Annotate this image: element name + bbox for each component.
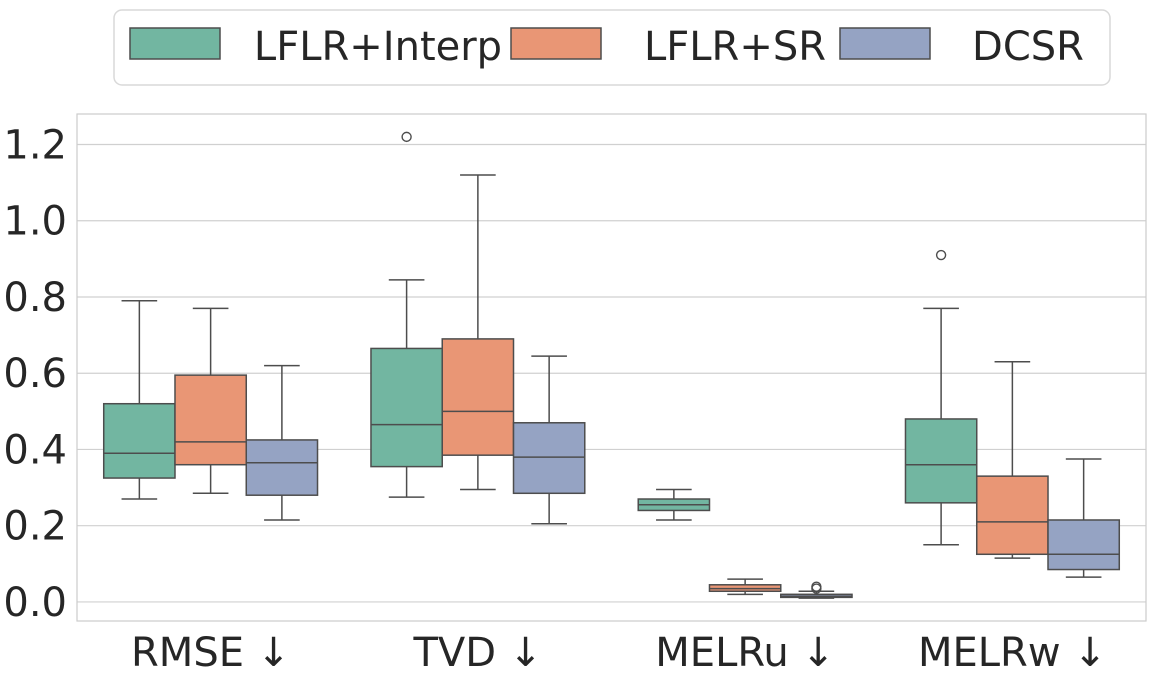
y-tick-label: 1.2 [3, 122, 67, 168]
box-iqr [1047, 519, 1121, 571]
box-iqr [102, 402, 176, 479]
y-tick-label: 1.0 [3, 199, 67, 245]
legend-label: LFLR+Interp [254, 24, 502, 70]
box-lflr-sr-0 [174, 307, 248, 495]
box-iqr [174, 374, 248, 466]
legend-swatch [129, 27, 221, 60]
legend-label: DCSR [972, 24, 1084, 70]
box-iqr [441, 338, 515, 456]
box-lflr-interp-0 [102, 300, 176, 500]
box-dcsr-1 [512, 355, 586, 525]
box-lflr-sr-2 [708, 578, 782, 596]
box-iqr [245, 439, 319, 496]
plot-area-frame [76, 113, 1147, 622]
y-tick-label: 0.0 [3, 580, 67, 626]
outlier-point [935, 249, 947, 261]
x-axis-tick-labels: RMSE ↓ TVD ↓ MELRu ↓ MELRw ↓ [131, 630, 1107, 676]
box-lflr-sr-1 [441, 174, 515, 491]
x-tick-label: MELRu ↓ [655, 630, 835, 676]
box-dcsr-0 [245, 364, 319, 521]
x-tick-label: MELRw ↓ [918, 630, 1107, 676]
legend: LFLR+Interp LFLR+SR DCSR [129, 24, 1084, 70]
box-dcsr-2 [780, 581, 853, 599]
box-lflr-interp-2 [637, 488, 711, 521]
box-iqr [904, 418, 978, 504]
legend-label: LFLR+SR [644, 24, 826, 70]
box-lflr-interp-3 [904, 249, 978, 546]
legend-swatch [839, 27, 931, 60]
box-iqr [512, 422, 586, 495]
box-lflr-interp-1 [370, 131, 443, 498]
y-axis-tick-labels: 0.0 0.2 0.4 0.6 0.8 1.0 1.2 [3, 122, 67, 625]
box-iqr [370, 347, 443, 468]
box-dcsr-3 [1047, 458, 1121, 578]
y-tick-label: 0.4 [3, 427, 67, 473]
legend-swatch [510, 27, 602, 60]
x-tick-label: TVD ↓ [412, 630, 542, 676]
box-groups [102, 131, 1121, 599]
y-tick-label: 0.2 [3, 504, 67, 550]
y-tick-label: 0.6 [3, 351, 67, 397]
box-iqr [975, 475, 1049, 556]
outlier-point [811, 583, 822, 594]
box-lflr-sr-3 [975, 361, 1049, 559]
x-tick-label: RMSE ↓ [131, 630, 290, 676]
outlier-point [401, 131, 412, 143]
y-tick-label: 0.8 [3, 275, 67, 321]
